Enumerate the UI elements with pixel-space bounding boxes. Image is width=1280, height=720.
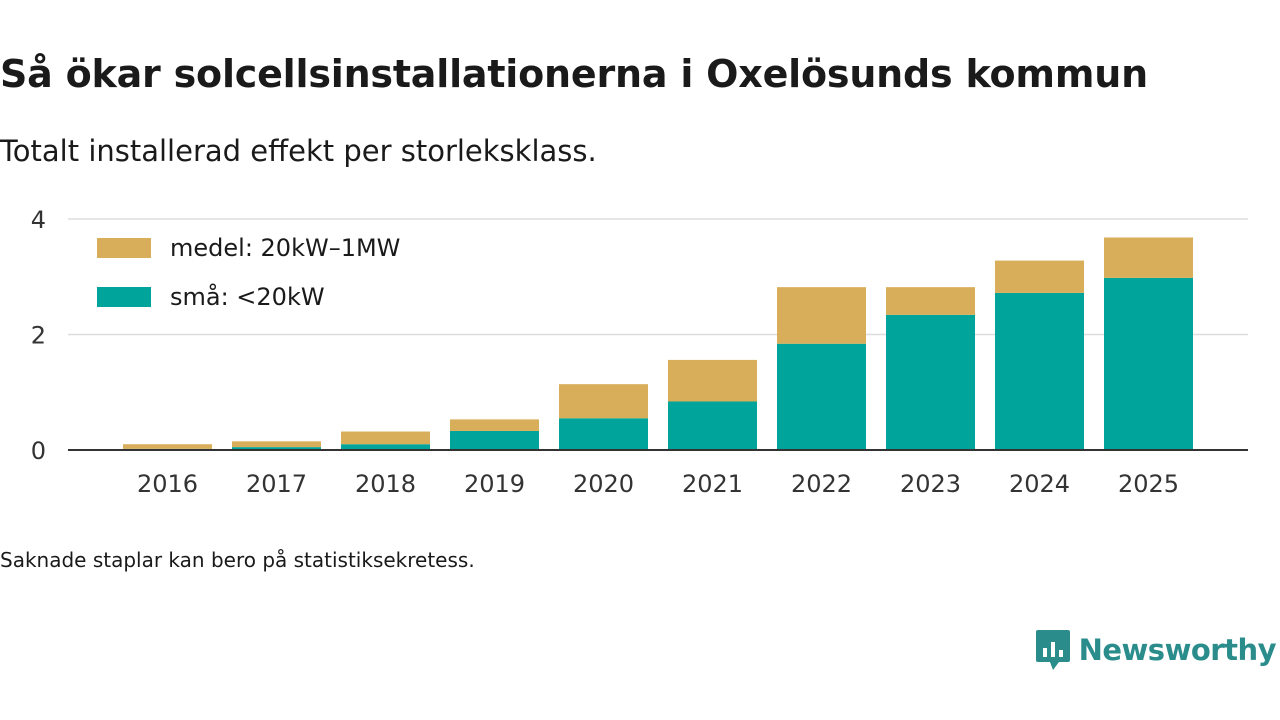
y-tick-label: 2 <box>31 322 46 350</box>
x-tick-label: 2016 <box>137 470 198 498</box>
legend: medel: 20kW–1MW små: <20kW <box>97 234 400 311</box>
legend-label-medel: medel: 20kW–1MW <box>170 234 400 262</box>
bar-sma-2019 <box>450 430 539 450</box>
y-axis-ticks: 0 2 4 <box>31 206 46 465</box>
bar-medel-2021 <box>668 359 757 402</box>
legend-swatch-medel <box>97 238 151 258</box>
chart-title: Så ökar solcellsinstallationerna i Oxelö… <box>0 52 1148 96</box>
x-tick-label: 2019 <box>464 470 525 498</box>
bar-sma-2020 <box>559 418 648 450</box>
bar-medel-2020 <box>559 384 648 419</box>
bar-sma-2018 <box>341 444 430 450</box>
bar-sma-2021 <box>668 401 757 450</box>
x-axis-ticks: 2016 2017 2018 2019 2020 2021 2022 2023 2024 2025 <box>137 470 1179 498</box>
bar-medel-2023 <box>886 287 975 315</box>
bar-sma-2022 <box>777 343 866 450</box>
bar-medel-2016 <box>123 444 212 449</box>
x-tick-label: 2018 <box>355 470 416 498</box>
footnote: Saknade staplar kan bero på statistiksek… <box>0 548 475 572</box>
bar-medel-2018 <box>341 431 430 445</box>
bar-medel-2022 <box>777 287 866 344</box>
newsworthy-logo-icon <box>1035 630 1070 670</box>
x-tick-label: 2022 <box>791 470 852 498</box>
x-tick-label: 2025 <box>1118 470 1179 498</box>
x-tick-label: 2023 <box>900 470 961 498</box>
bar-medel-2025 <box>1104 237 1193 278</box>
bar-medel-2024 <box>995 260 1084 293</box>
bar-medel-2019 <box>450 419 539 431</box>
brand-logo: Newsworthy <box>1035 628 1277 672</box>
brand-name: Newsworthy <box>1078 633 1277 667</box>
legend-swatch-sma <box>97 287 151 307</box>
bar-sma-2025 <box>1104 277 1193 450</box>
bars <box>123 237 1193 450</box>
y-tick-label: 4 <box>31 206 46 234</box>
x-tick-label: 2020 <box>573 470 634 498</box>
bar-medel-2017 <box>232 441 321 448</box>
stacked-bar-chart: 0 2 4 2016 2017 2018 2019 2020 2021 2022 2023 2024… <box>31 206 1248 498</box>
bar-sma-2024 <box>995 292 1084 450</box>
x-tick-label: 2017 <box>246 470 307 498</box>
bar-sma-2023 <box>886 314 975 450</box>
legend-label-sma: små: <20kW <box>170 282 325 311</box>
y-tick-label: 0 <box>31 437 46 465</box>
bar-sma-2017 <box>232 447 321 450</box>
x-tick-label: 2021 <box>682 470 743 498</box>
chart-subtitle: Totalt installerad effekt per storlekskl… <box>0 134 597 168</box>
x-tick-label: 2024 <box>1009 470 1070 498</box>
